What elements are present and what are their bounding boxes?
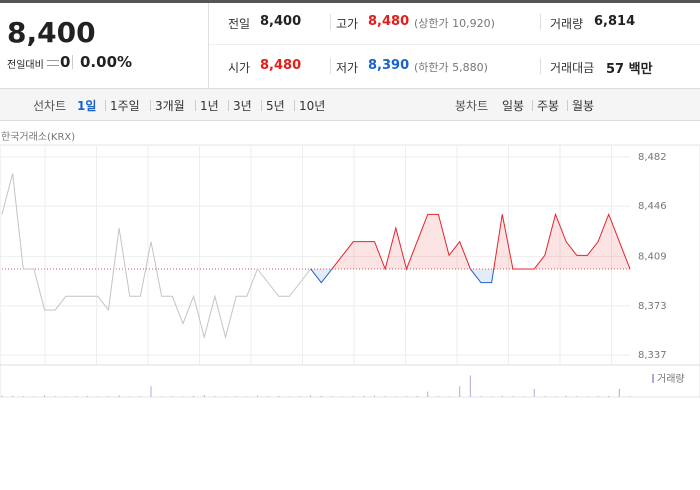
tab-divider xyxy=(150,100,151,111)
range-tab[interactable]: 10년 xyxy=(299,99,326,113)
tab-bar xyxy=(0,88,700,121)
stat-label: 저가 xyxy=(336,61,359,75)
tab-divider xyxy=(294,100,295,111)
y-tick-label: 8,337 xyxy=(638,350,667,361)
stat-value: 8,480 xyxy=(260,58,302,73)
divider xyxy=(208,3,209,88)
top-border xyxy=(0,0,700,3)
tab-divider xyxy=(228,100,229,111)
divider xyxy=(330,14,331,30)
area-down xyxy=(310,268,494,283)
tab-divider xyxy=(195,100,196,111)
price: 8,400 xyxy=(7,16,96,49)
candle-tab[interactable]: 월봉 xyxy=(572,99,595,113)
stat-note: (상한가 10,920) xyxy=(414,17,495,30)
stat-value: 8,390 xyxy=(368,58,410,73)
change-label: 전일대비 xyxy=(7,60,44,71)
stat-value: 6,814 xyxy=(594,14,636,29)
stat-label: 시가 xyxy=(228,61,251,75)
y-tick-label: 8,446 xyxy=(638,201,667,212)
tab-group-label: 봉차트 xyxy=(455,99,489,113)
stat-value: 57 백만 xyxy=(606,62,653,77)
price-line xyxy=(1,173,312,340)
plot-frame xyxy=(0,144,700,398)
range-tab[interactable]: 1일 xyxy=(77,99,97,113)
range-tab[interactable]: 3년 xyxy=(233,99,252,113)
stat-label: 거래량 xyxy=(550,17,584,31)
change-rate: 0.00% xyxy=(80,53,133,71)
stat-value: 8,480 xyxy=(368,14,410,29)
y-tick-label: 8,482 xyxy=(638,152,667,163)
stat-label: 전일 xyxy=(228,17,251,31)
tab-group-label: 선차트 xyxy=(33,99,67,113)
tab-divider xyxy=(532,100,533,111)
divider xyxy=(330,58,331,74)
candle-tab[interactable]: 일봉 xyxy=(502,99,525,113)
candle-tab[interactable]: 주봉 xyxy=(537,99,560,113)
divider xyxy=(540,58,541,74)
legend-swatch xyxy=(652,374,654,383)
divider xyxy=(209,44,700,45)
tab-divider xyxy=(261,100,262,111)
area-up xyxy=(310,214,630,269)
price-line-up xyxy=(310,212,631,269)
stat-label: 고가 xyxy=(336,17,359,31)
range-tab[interactable]: 5년 xyxy=(266,99,285,113)
range-tab[interactable]: 1년 xyxy=(200,99,219,113)
tab-divider xyxy=(567,100,568,111)
change: 0 xyxy=(60,53,71,71)
range-tab[interactable]: 1주일 xyxy=(110,99,140,113)
source: 한국거래소(KRX) xyxy=(1,131,75,143)
range-tab[interactable]: 3개월 xyxy=(155,99,185,113)
tab-divider xyxy=(105,100,106,111)
y-tick-label: 8,373 xyxy=(638,301,667,312)
stat-value: 8,400 xyxy=(260,14,302,29)
chart: 한국거래소(KRX) 8,482 8,446 8,409 8,373 8,337 거래량 xyxy=(0,131,700,398)
stat-note: (하한가 5,880) xyxy=(414,61,488,74)
divider xyxy=(540,14,541,30)
legend-label: 거래량 xyxy=(657,373,685,385)
stat-label: 거래대금 xyxy=(550,61,595,75)
divider xyxy=(72,55,73,69)
flat-icon xyxy=(47,60,59,66)
y-tick-label: 8,409 xyxy=(638,252,667,263)
